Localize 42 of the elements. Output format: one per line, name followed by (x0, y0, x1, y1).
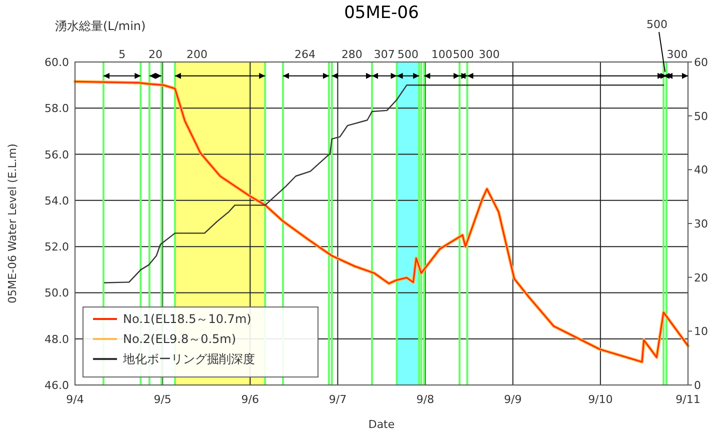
y2-tick-label: 0 (694, 379, 701, 392)
text: 湧水総量(L/min) (55, 19, 146, 33)
annotation: 500 (646, 18, 668, 31)
y-tick-label: 48.0 (44, 332, 69, 346)
x-tick-label: 9/5 (154, 393, 172, 406)
x-tick-label: 9/6 (241, 393, 259, 406)
legend-label: No.1(EL18.5～10.7m) (123, 312, 252, 326)
y-axis-title: 05ME-06 Water Level (E.L.m) (6, 144, 19, 304)
y-tick-label: 50.0 (44, 286, 69, 300)
annotation: 280 (341, 48, 362, 61)
x-axis-title: Date (368, 418, 395, 431)
annotation: 307 (374, 48, 395, 61)
y2-tick-label: 40 (694, 164, 708, 177)
y2-tick-label: 20 (694, 271, 708, 284)
y-tick-label: 58.0 (44, 102, 69, 116)
legend-label: 地化ボーリング掘削深度 (122, 352, 255, 366)
y2-tick-label: 60 (694, 56, 708, 69)
x-tick-label: 9/11 (676, 393, 700, 406)
annotation: 500 (397, 48, 418, 61)
annotation: 5 (118, 48, 126, 61)
y2-tick-label: 50 (694, 110, 708, 123)
y-tick-label: 52.0 (44, 240, 69, 254)
legend-label: No.2(EL9.8～0.5m) (123, 332, 236, 346)
chart-title: 05ME-06 (344, 3, 419, 23)
y2-tick-label: 30 (694, 218, 708, 230)
annotation: 100 (431, 48, 452, 61)
y2-tick-label: 10 (694, 325, 708, 338)
annotation: 300 (478, 48, 500, 61)
annotation: 500 (452, 48, 474, 61)
x-tick-label: 9/8 (416, 393, 434, 406)
x-tick-label: 9/9 (504, 393, 522, 406)
annotation: 200 (186, 48, 208, 61)
annotation: 20 (148, 48, 162, 61)
y-tick-label: 46.0 (44, 379, 69, 392)
x-tick-label: 9/10 (588, 393, 613, 406)
y-tick-label: 56.0 (44, 148, 69, 162)
annotation: 264 (294, 48, 316, 61)
x-tick-label: 9/4 (66, 393, 84, 406)
y-tick-label: 60.0 (44, 56, 69, 69)
x-tick-label: 9/7 (328, 393, 347, 406)
y-tick-label: 54.0 (44, 194, 69, 208)
annotation: 300 (666, 48, 688, 61)
